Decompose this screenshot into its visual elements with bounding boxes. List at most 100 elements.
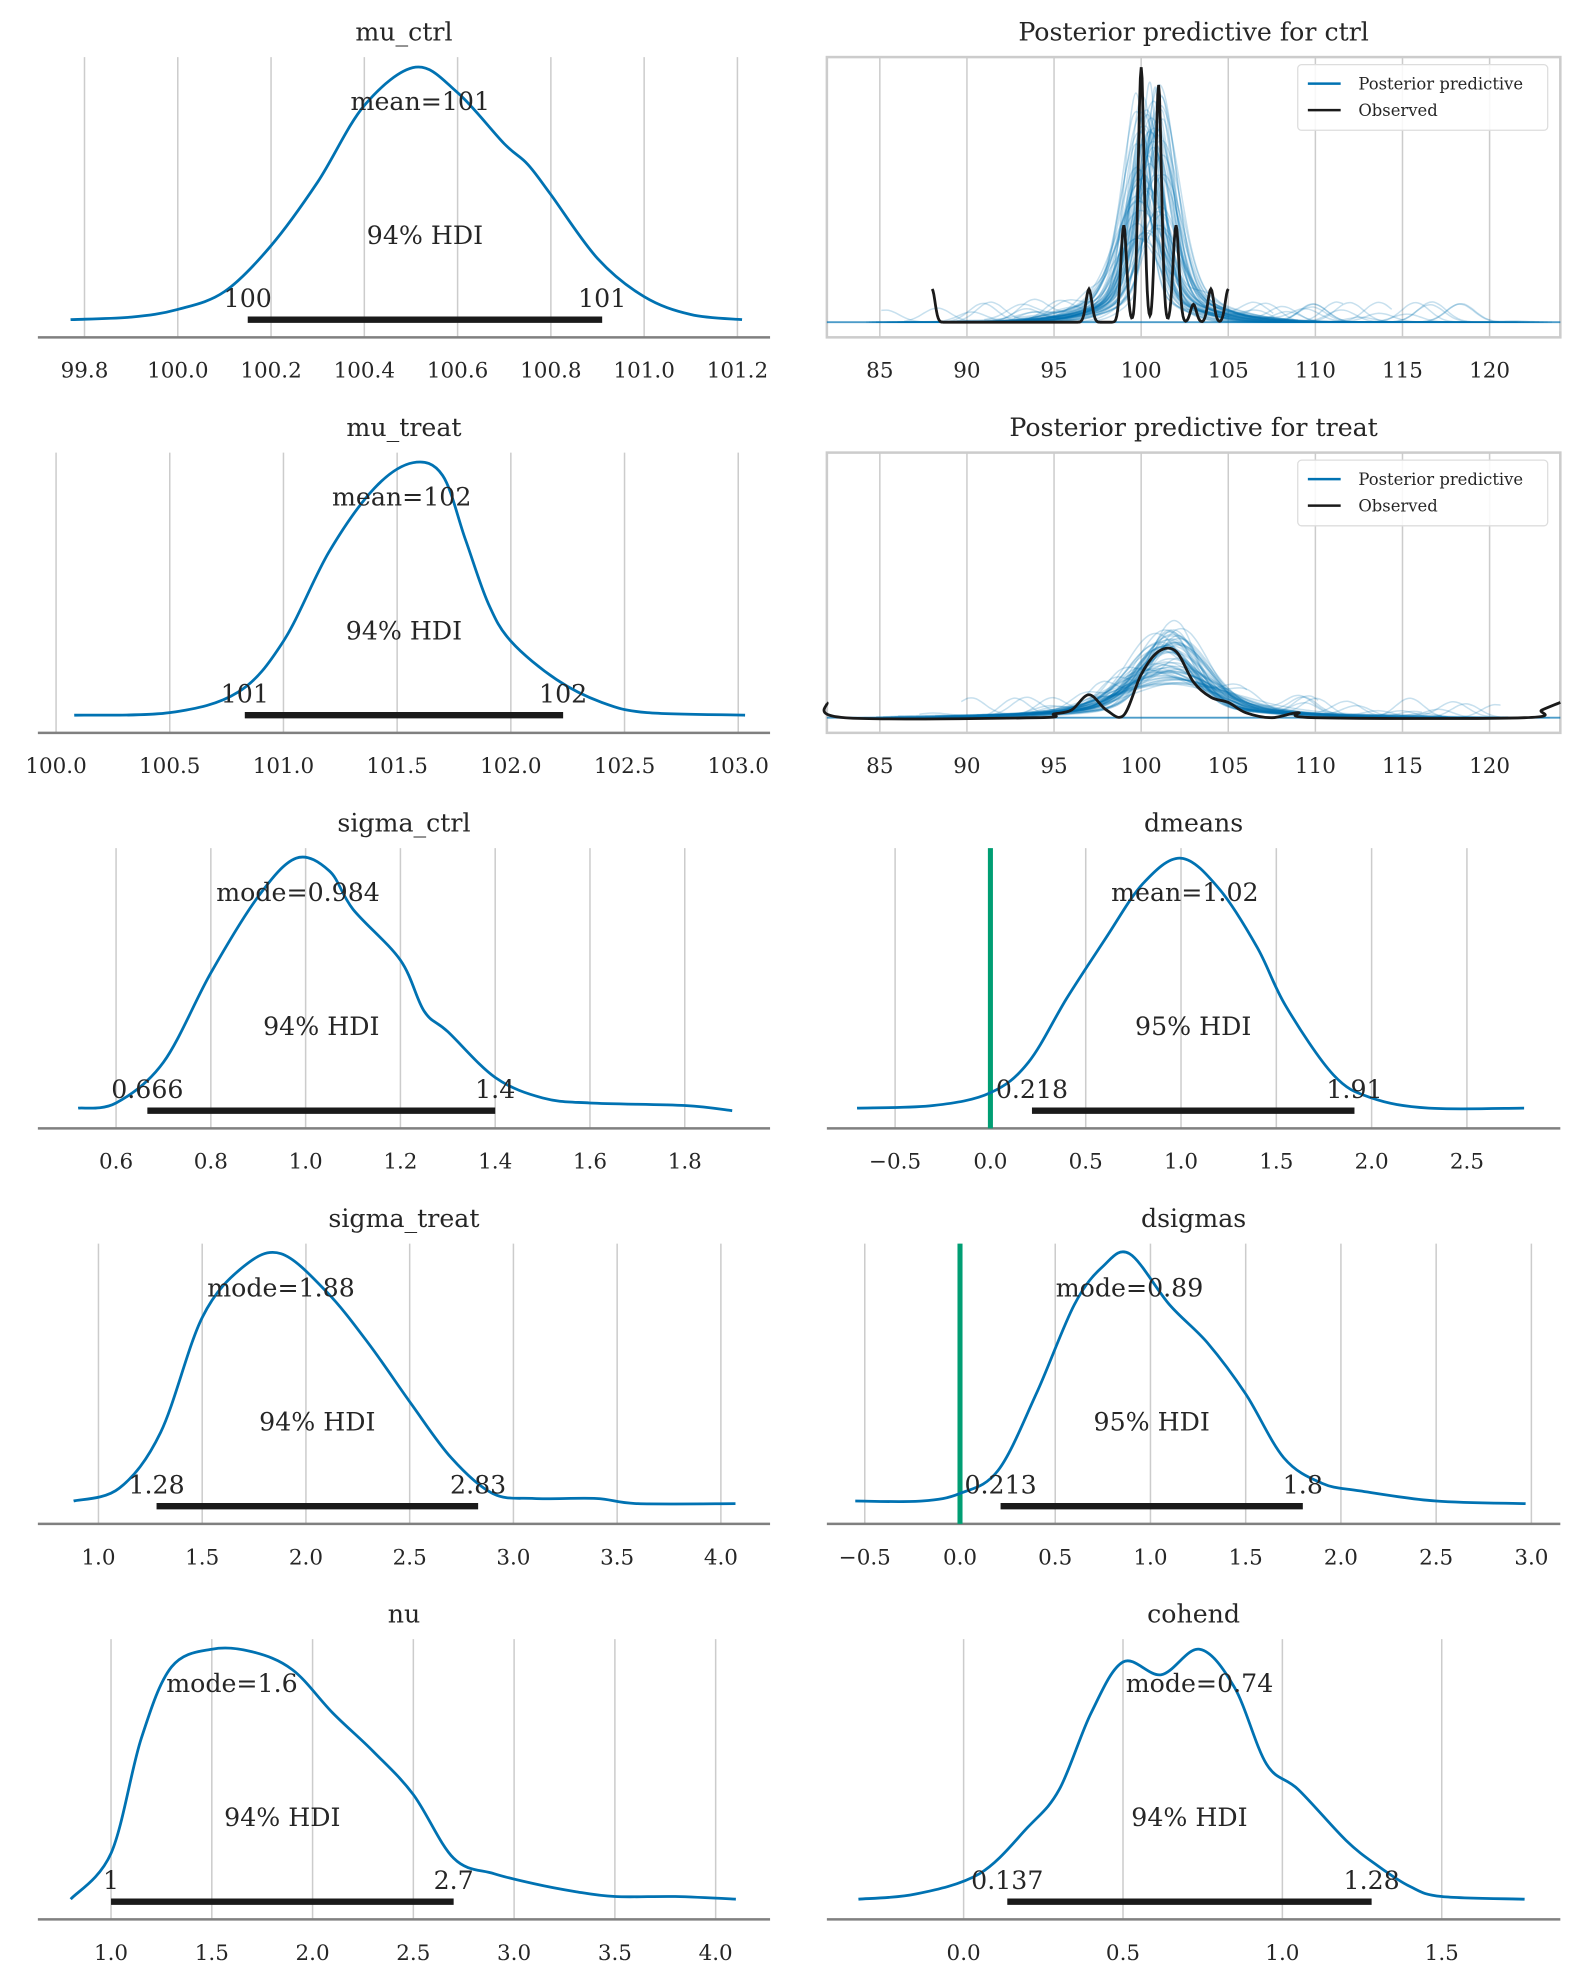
x-tick-label: 110: [1295, 359, 1336, 384]
x-tick-label: 0.8: [194, 1150, 228, 1175]
posterior-predictive-line: [876, 678, 1337, 718]
x-tick-label: 1.0: [289, 1150, 323, 1175]
legend-label: Posterior predictive: [1358, 74, 1523, 93]
panel-title: mu_treat: [346, 413, 461, 443]
posterior-predictive-line: [943, 633, 1501, 719]
point-estimate-label: mean=102: [332, 483, 471, 512]
posterior-predictive-line: [958, 650, 1516, 719]
x-tick-label: 101.5: [366, 754, 427, 779]
x-tick-label: 115: [1382, 754, 1423, 779]
posterior-predictive-line: [980, 643, 1427, 719]
axes-frame: [825, 55, 1562, 339]
posterior-predictive-line: [985, 645, 1550, 719]
x-tick-label: 1.0: [1265, 1941, 1299, 1966]
x-tick-label: 2.5: [1450, 1150, 1484, 1175]
x-tick-label: 101.2: [707, 359, 768, 384]
x-tick-label: 3.5: [600, 1545, 634, 1570]
x-tick-label: 100.0: [25, 754, 86, 779]
x-tick-label: 2.5: [1419, 1545, 1453, 1570]
x-tick-label: 100.8: [520, 359, 581, 384]
x-tick-label: 100.4: [334, 359, 395, 384]
posterior-predictive-line: [973, 671, 1378, 717]
x-tick-label: −0.5: [839, 1545, 891, 1570]
panel-nu: nu 1.0 1.5 2.0 2.5 3.0 3.5 4.0 mode=1.6 94% HDI 1 2…: [37, 1600, 771, 1966]
hdi-lower-label: 100: [224, 284, 272, 313]
hdi-label: 95% HDI: [1135, 1012, 1251, 1041]
legend-box: [1297, 459, 1549, 527]
point-estimate-label: mode=0.74: [1126, 1669, 1274, 1698]
point-estimate-label: mode=0.89: [1056, 1274, 1204, 1303]
x-tick-label: 115: [1382, 359, 1423, 384]
x-tick-label: 105: [1208, 359, 1249, 384]
x-tick-label: 2.0: [296, 1941, 330, 1966]
observed-line: [822, 646, 1561, 721]
x-tick-label: 1.0: [1164, 1150, 1198, 1175]
hdi-lower-label: 0.213: [964, 1471, 1036, 1500]
posterior-predictive-line: [938, 644, 1336, 719]
legend-box: [1297, 64, 1549, 131]
x-tick-label: 1.2: [383, 1150, 417, 1175]
x-tick-label: 102.0: [480, 754, 541, 779]
panel-title: sigma_ctrl: [337, 809, 470, 839]
hdi-upper-label: 2.7: [434, 1866, 474, 1895]
x-tick-label: 0.0: [973, 1150, 1007, 1175]
hdi-label: 94% HDI: [1131, 1803, 1247, 1832]
hdi-upper-label: 2.83: [450, 1471, 506, 1500]
x-tick-label: 1.0: [94, 1941, 128, 1966]
posterior-predictive-line: [917, 631, 1434, 719]
panel-dmeans: dmeans −0.5 0.0 0.5 1.0 1.5 2.0 2.5 mean=1.02 95%…: [826, 809, 1561, 1175]
x-tick-label: 120: [1469, 359, 1510, 384]
x-tick-label: 4.0: [699, 1941, 733, 1966]
x-tick-label: 100: [1121, 359, 1162, 384]
point-estimate-label: mode=1.6: [166, 1669, 297, 1698]
x-tick-label: 2.0: [289, 1545, 323, 1570]
point-estimate-label: mean=1.02: [1111, 878, 1259, 907]
legend-label: Observed: [1358, 101, 1438, 120]
posterior-predictive-line: [997, 173, 1367, 323]
posterior-predictive-line: [915, 681, 1509, 718]
point-estimate-label: mode=0.984: [216, 878, 380, 907]
x-tick-label: 100: [1121, 754, 1162, 779]
hdi-upper-label: 1.28: [1344, 1866, 1400, 1895]
panel-title: mu_ctrl: [355, 18, 452, 48]
posterior-predictive-line: [993, 110, 1279, 323]
panel-title: dsigmas: [1141, 1204, 1246, 1233]
posterior-predictive-line: [1023, 229, 1484, 323]
hdi-upper-label: 1.4: [475, 1075, 515, 1104]
panel-sigma_treat: sigma_treat 1.0 1.5 2.0 2.5 3.0 3.5 4.0 mode=1.8…: [37, 1204, 771, 1570]
kde-curve: [856, 856, 1525, 1111]
x-tick-label: 101.0: [613, 359, 674, 384]
posterior-predictive-line: [925, 677, 1448, 718]
panel-mu_ctrl: mu_ctrl 99.8 100.0 100.2 100.4 100.6 100.8 101.…: [37, 18, 771, 384]
x-tick-label: 90: [953, 359, 980, 384]
legend-label: Observed: [1358, 496, 1438, 515]
posterior-predictive-line: [972, 661, 1371, 718]
hdi-label: 94% HDI: [224, 1803, 340, 1832]
panel-title: Posterior predictive for ctrl: [1018, 18, 1369, 47]
posterior-predictive-line: [894, 678, 1508, 719]
posterior-predictive-line: [982, 643, 1290, 717]
posterior-predictive-line: [898, 683, 1442, 717]
x-tick-label: 1.5: [195, 1941, 229, 1966]
posterior-predictive-line: [883, 668, 1309, 719]
posterior-predictive-line: [949, 128, 1256, 322]
hdi-upper-label: 1.91: [1326, 1075, 1382, 1104]
posterior-predictive-line: [950, 676, 1244, 717]
panel-title: cohend: [1147, 1600, 1240, 1629]
x-tick-label: 1.5: [1425, 1941, 1459, 1966]
hdi-lower-label: 101: [221, 680, 269, 709]
x-tick-label: 90: [953, 754, 980, 779]
hdi-label: 94% HDI: [367, 221, 483, 250]
posterior-predictive-line: [869, 639, 1316, 719]
axes-frame: [825, 451, 1562, 735]
x-tick-label: 1.0: [81, 1545, 115, 1570]
panel-title: sigma_treat: [328, 1204, 479, 1234]
posterior-predictive-line: [931, 661, 1281, 718]
kde-curve: [77, 855, 733, 1113]
posterior-predictive-line: [885, 651, 1277, 719]
posterior-predictive-line: [903, 140, 1525, 323]
x-tick-label: −0.5: [869, 1150, 921, 1175]
x-tick-label: 0.6: [99, 1150, 133, 1175]
x-tick-label: 2.0: [1355, 1150, 1389, 1175]
